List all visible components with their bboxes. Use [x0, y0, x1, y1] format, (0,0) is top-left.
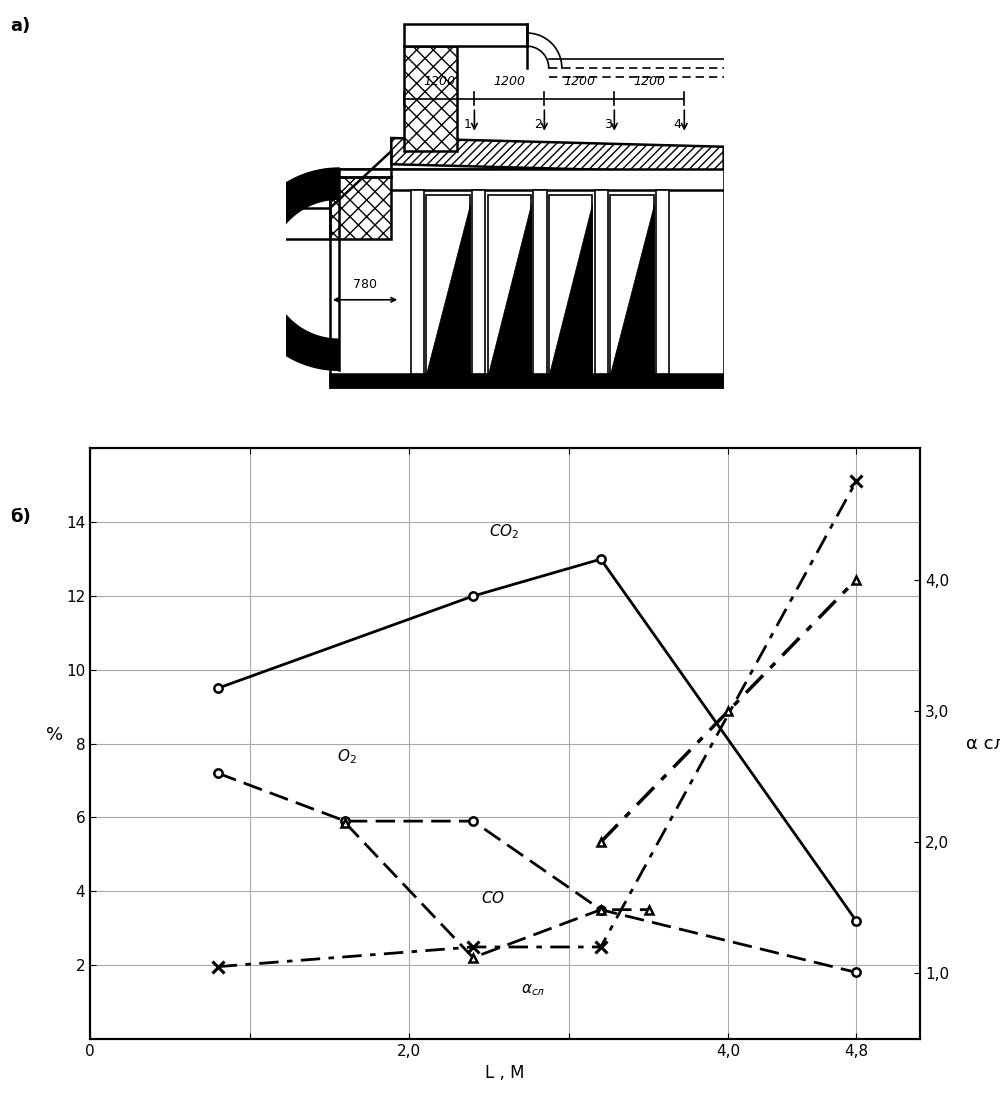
- Bar: [330, 169, 724, 191]
- Text: а): а): [10, 17, 30, 35]
- Text: $\alpha_{сл}$: $\alpha_{сл}$: [521, 983, 545, 999]
- Text: 1200: 1200: [423, 75, 455, 88]
- Text: 1: 1: [464, 118, 472, 132]
- X-axis label: L , М: L , М: [485, 1065, 525, 1082]
- Bar: [656, 191, 669, 374]
- Text: 3: 3: [604, 118, 612, 132]
- Text: 1200: 1200: [563, 75, 595, 88]
- Text: $CO$: $CO$: [481, 890, 505, 906]
- Text: 1200: 1200: [633, 75, 665, 88]
- Bar: [472, 191, 485, 374]
- Text: 2: 2: [534, 118, 542, 132]
- Text: 1200: 1200: [493, 75, 525, 88]
- Polygon shape: [610, 203, 654, 374]
- Bar: [411, 191, 424, 374]
- Polygon shape: [426, 203, 470, 374]
- Text: $CO_2$: $CO_2$: [489, 522, 519, 541]
- Bar: [330, 374, 724, 388]
- Text: 4: 4: [674, 118, 682, 132]
- Bar: [404, 46, 457, 151]
- Bar: [595, 191, 608, 374]
- Bar: [426, 194, 470, 374]
- Bar: [330, 169, 724, 388]
- Bar: [610, 194, 654, 374]
- Bar: [330, 178, 391, 239]
- Bar: [549, 194, 592, 374]
- Polygon shape: [549, 203, 592, 374]
- Text: $O_2$: $O_2$: [337, 747, 357, 766]
- Bar: [488, 194, 531, 374]
- Bar: [533, 191, 547, 374]
- Polygon shape: [391, 139, 724, 173]
- Text: 780: 780: [353, 278, 377, 292]
- Y-axis label: α сл: α сл: [966, 735, 1000, 753]
- Bar: [404, 25, 527, 46]
- Text: б): б): [10, 508, 31, 526]
- Polygon shape: [238, 169, 339, 370]
- Y-axis label: %: %: [46, 726, 63, 744]
- Polygon shape: [488, 203, 531, 374]
